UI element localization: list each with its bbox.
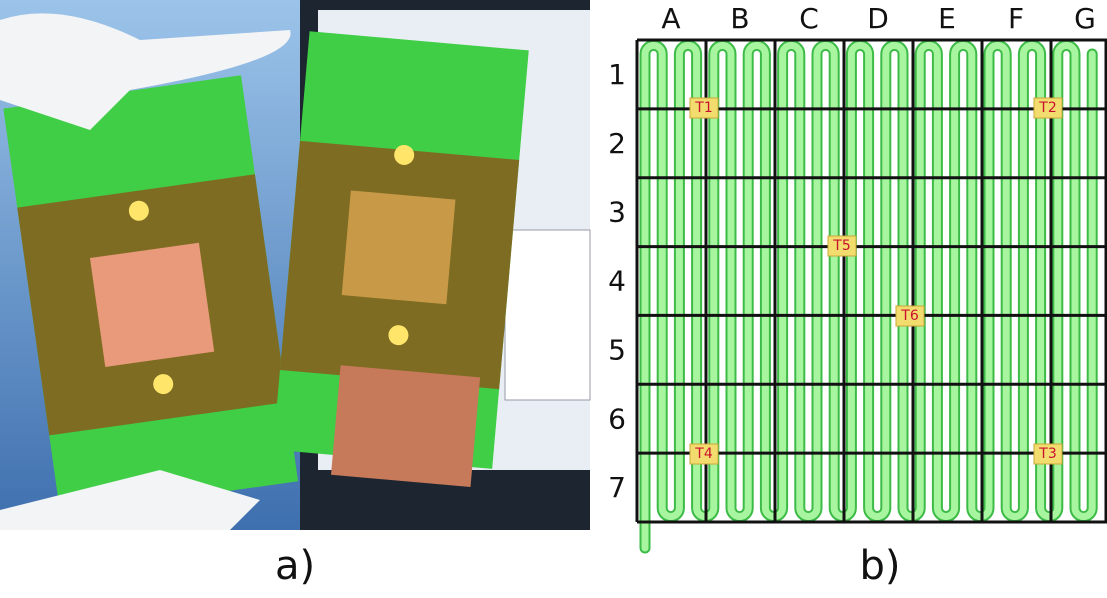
heating-channel (645, 45, 1092, 548)
row-label: 6 (608, 402, 626, 435)
column-label: A (661, 2, 680, 35)
row-label: 2 (608, 127, 626, 160)
sensor: T5 (828, 236, 856, 256)
row-label: 3 (608, 196, 626, 229)
row-label: 4 (608, 265, 626, 298)
sensor-label: T6 (900, 308, 919, 324)
column-label: F (1008, 2, 1024, 35)
sensor-label: T3 (1038, 446, 1056, 462)
panel-label: b) (860, 543, 901, 589)
sensor: T2 (1034, 98, 1062, 118)
row-label: 5 (608, 333, 626, 366)
figure: a) b) A B C D E F G 1 2 3 4 5 6 7 T1 T2 T3 T4 T5 T6 (0, 0, 1107, 598)
sensor-label: T2 (1038, 100, 1056, 116)
sensor-label: T4 (694, 446, 713, 462)
sensor-label: T1 (694, 100, 712, 116)
row-label: 7 (608, 471, 626, 504)
photo (0, 0, 590, 530)
channel-fill (645, 45, 1092, 548)
row-label: 1 (608, 58, 626, 91)
sensor: T6 (896, 306, 924, 326)
column-label: C (799, 2, 819, 35)
sensor-label: T5 (832, 238, 850, 254)
sensor: T3 (1034, 444, 1062, 464)
sensor: T4 (690, 444, 718, 464)
column-label: E (938, 2, 956, 35)
column-label: B (730, 2, 749, 35)
column-label: G (1074, 2, 1096, 35)
column-label: D (867, 2, 889, 35)
panel-label: a) (275, 543, 315, 589)
sensor: T1 (690, 98, 718, 118)
